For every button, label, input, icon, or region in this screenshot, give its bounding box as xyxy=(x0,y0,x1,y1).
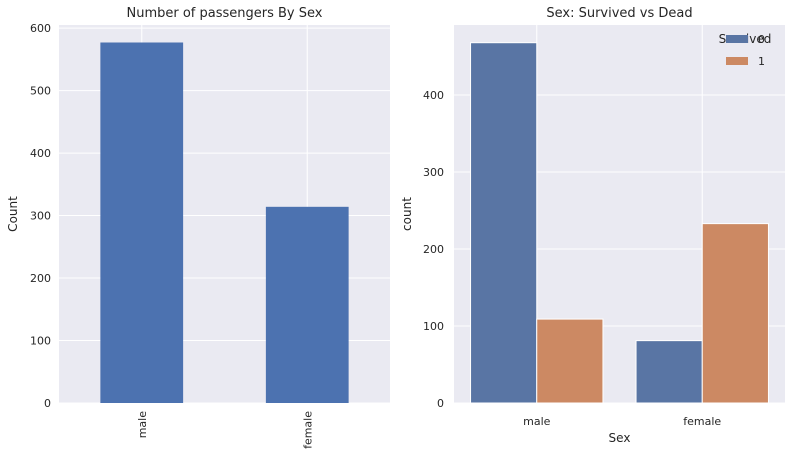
bar-male xyxy=(100,42,184,404)
y-tick-label: 300 xyxy=(30,210,51,223)
x-axis-label-right: Sex xyxy=(609,431,631,445)
y-ticks-left: 0 100 200 300 400 500 600 xyxy=(30,22,51,410)
chart-title-right: Sex: Survived vs Dead xyxy=(546,6,692,21)
bar-female-survived-1 xyxy=(701,223,769,404)
y-tick-label: 0 xyxy=(44,397,51,410)
bar-male-survived-0 xyxy=(470,42,538,404)
x-tick-label-female: female xyxy=(683,415,721,428)
legend-swatch-0 xyxy=(726,35,748,43)
y-tick-label: 400 xyxy=(30,147,51,160)
y-axis-label-right: count xyxy=(400,197,414,231)
bar-female-survived-0 xyxy=(635,340,703,404)
bars-left xyxy=(100,42,349,404)
legend-swatch-1 xyxy=(726,57,748,65)
chart-title-left: Number of passengers By Sex xyxy=(127,6,323,21)
y-tick-label: 0 xyxy=(437,397,444,410)
x-ticks-right: male female xyxy=(523,415,721,428)
y-tick-label: 300 xyxy=(423,166,444,179)
legend-label-0: 0 xyxy=(758,33,765,46)
y-tick-label: 200 xyxy=(423,243,444,256)
y-tick-label: 200 xyxy=(30,272,51,285)
chart-passengers-by-sex: 0 100 200 300 400 500 600 male female Number of… xyxy=(6,6,390,449)
x-tick-label-female: female xyxy=(301,411,314,449)
legend: Survived 0 1 xyxy=(719,32,772,68)
y-tick-label: 600 xyxy=(30,22,51,35)
y-axis-label-left: Count xyxy=(6,196,20,232)
y-tick-label: 100 xyxy=(423,320,444,333)
y-tick-label: 400 xyxy=(423,89,444,102)
y-ticks-right: 0 100 200 300 400 xyxy=(423,89,444,410)
bars-right xyxy=(470,42,769,404)
x-ticks-left: male female xyxy=(136,411,315,449)
bar-male-survived-1 xyxy=(536,318,604,404)
legend-label-1: 1 xyxy=(758,55,765,68)
y-tick-label: 500 xyxy=(30,85,51,98)
y-tick-label: 100 xyxy=(30,335,51,348)
bar-female xyxy=(265,206,349,403)
x-tick-label-male: male xyxy=(136,411,149,439)
chart-sex-survived-vs-dead: 0 100 200 300 400 male female Sex: Survived v… xyxy=(400,6,785,445)
x-tick-label-male: male xyxy=(523,415,551,428)
